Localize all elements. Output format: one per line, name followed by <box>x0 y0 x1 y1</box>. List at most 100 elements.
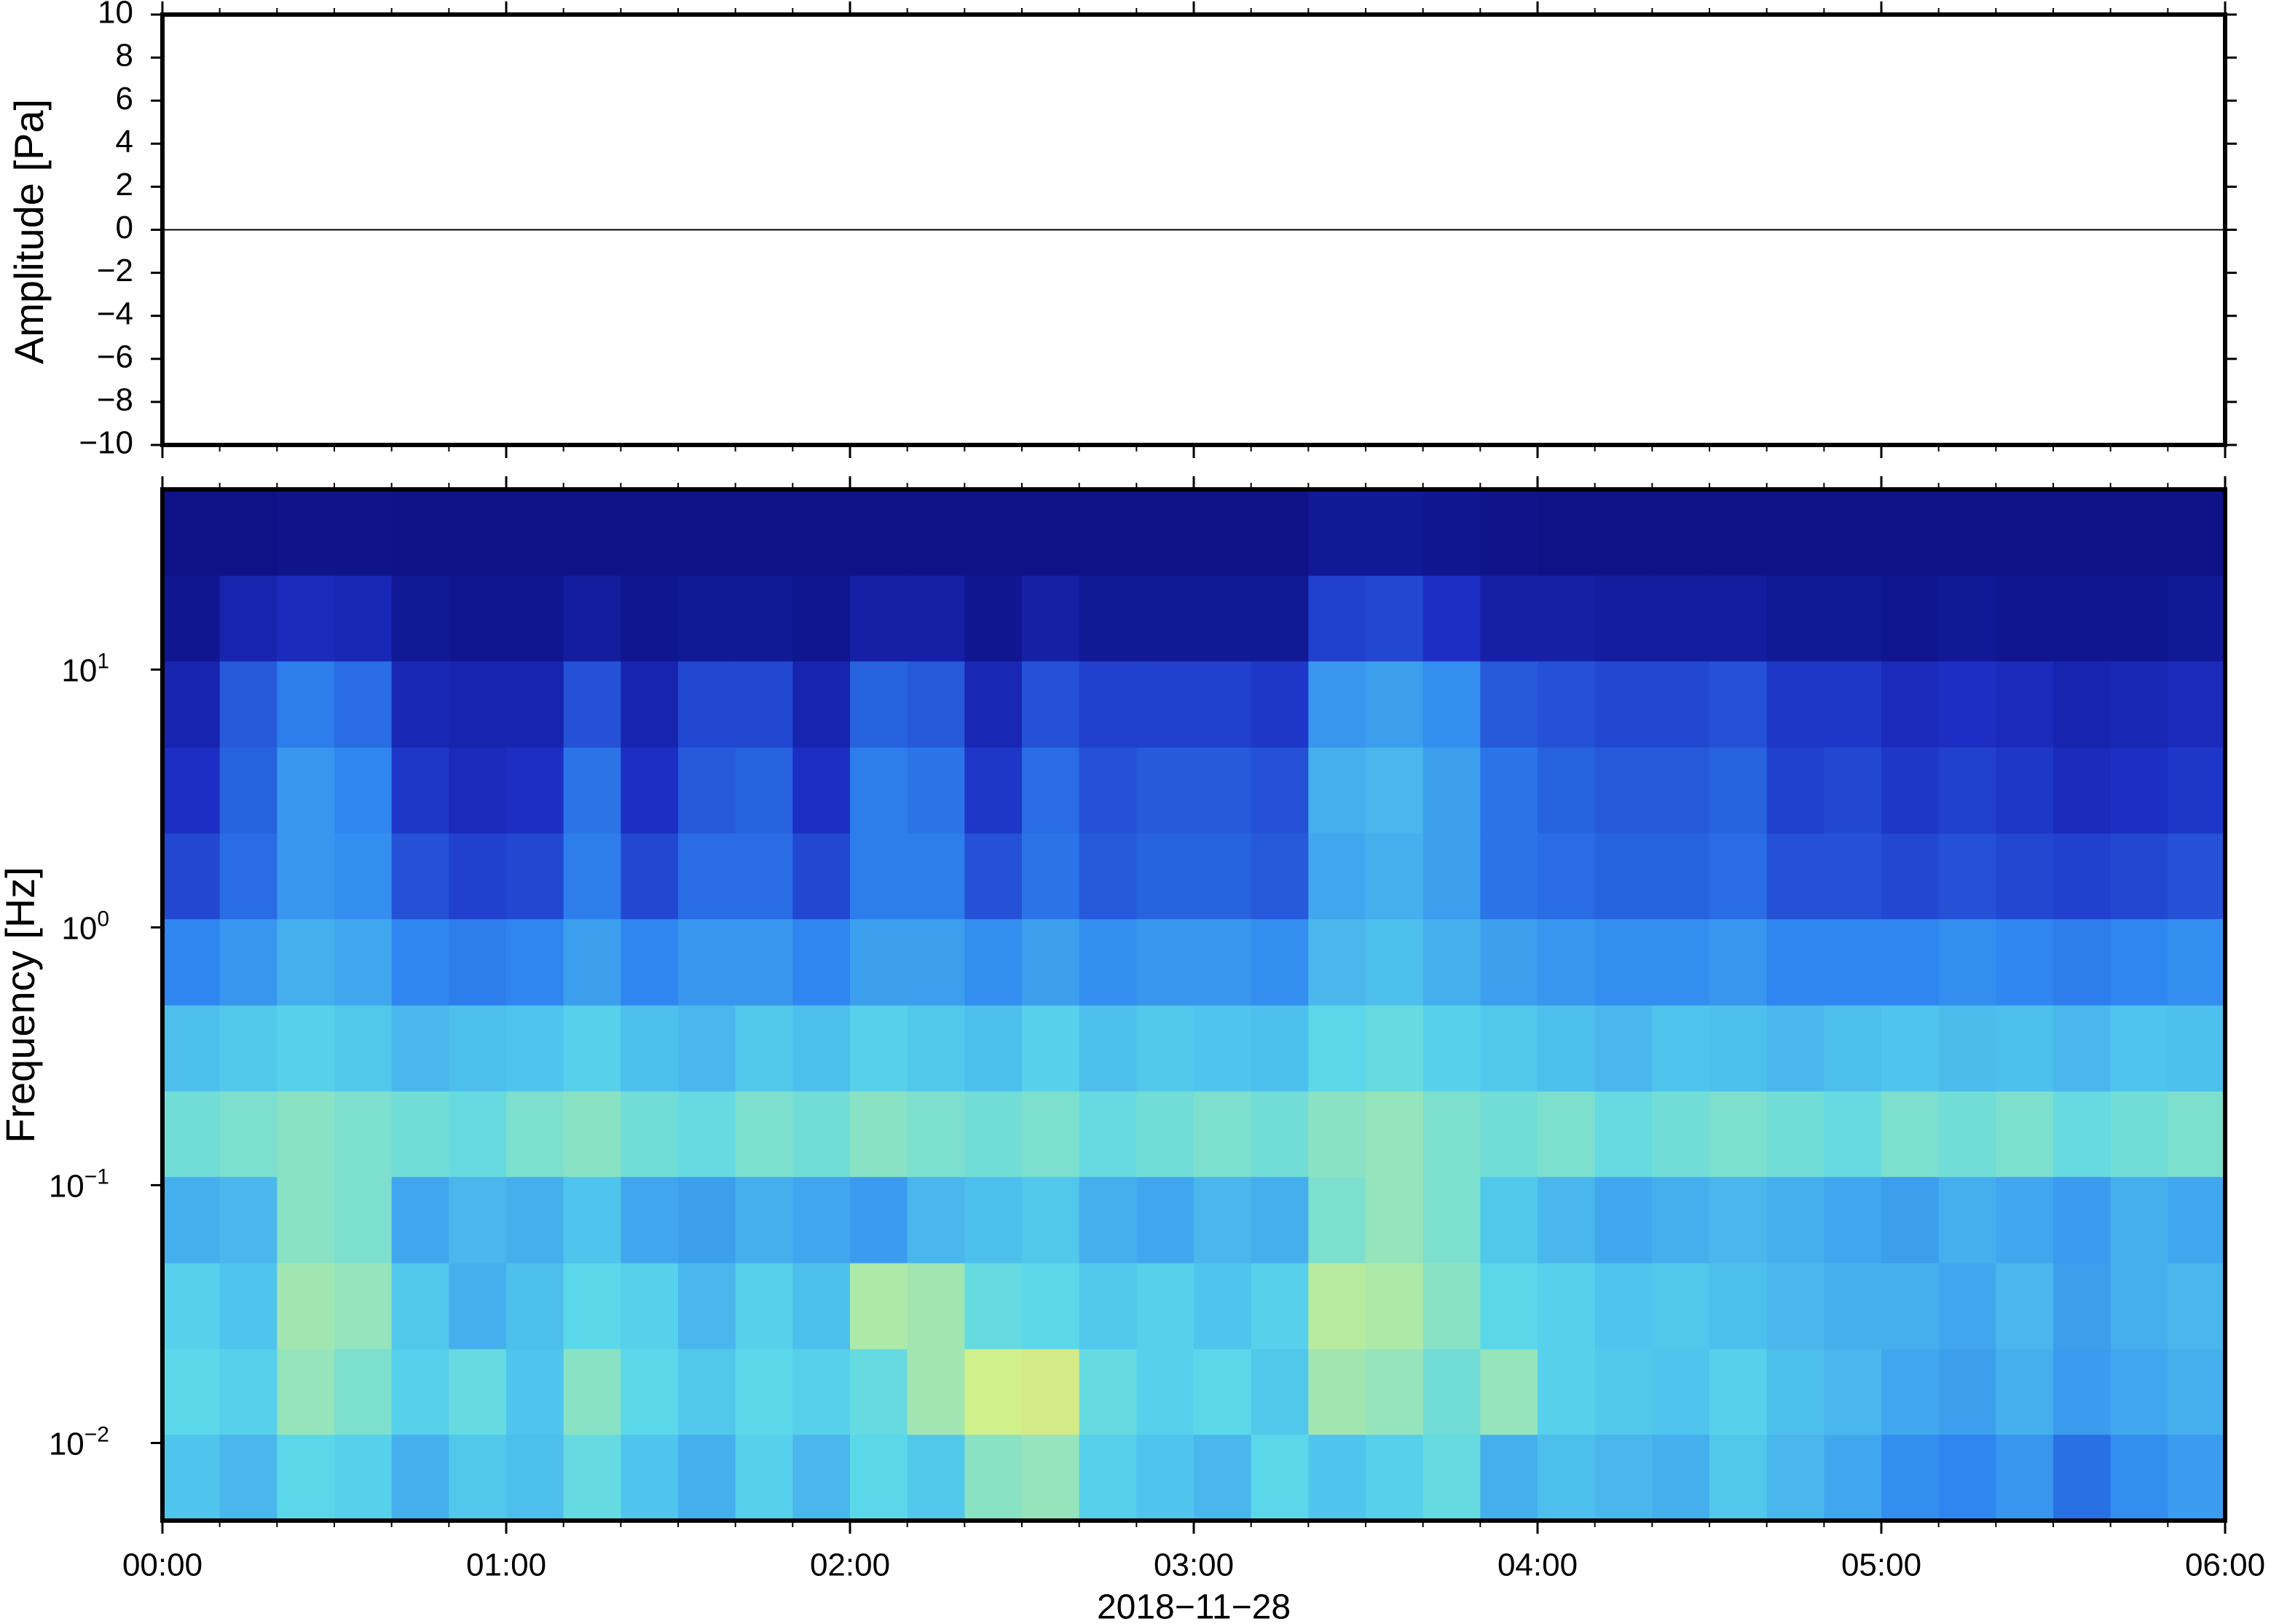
spectrogram-cell <box>1079 661 1137 748</box>
spectrogram-cell <box>1938 1176 1996 1264</box>
spectrogram-cell <box>334 747 393 834</box>
spectrogram-cell <box>1136 1091 1194 1178</box>
spectrogram-cell <box>1136 489 1194 576</box>
spectrogram-cell <box>1709 575 1768 662</box>
spectrogram-cell <box>277 489 335 576</box>
spectrogram-cell <box>1366 1434 1424 1521</box>
spectrogram-cell <box>2110 1176 2168 1264</box>
spectrogram-cell <box>1251 661 1309 748</box>
spectrogram-cell <box>1308 747 1366 834</box>
spectrogram-cell <box>219 1434 278 1521</box>
spectrogram-cell <box>964 489 1023 576</box>
spectrogram-cell <box>678 1005 736 1092</box>
spectrogram-cell <box>1022 1005 1080 1092</box>
spectrogram-cell <box>1251 1091 1309 1178</box>
spectrogram-cell <box>907 1349 965 1435</box>
spectrogram-cell <box>1079 1349 1137 1435</box>
spectrogram-cell <box>735 1176 793 1264</box>
spectrogram-cell <box>2053 1005 2111 1092</box>
spectrogram-cell <box>1881 575 1940 662</box>
spectrogram-cell <box>2168 1349 2226 1435</box>
spectrogram-cell <box>277 1263 335 1349</box>
spectrogram-cell <box>219 575 278 662</box>
spectrogram-cell <box>907 661 965 748</box>
spectrogram-cell <box>1251 489 1309 576</box>
spectrogram-cell <box>1366 1176 1424 1264</box>
y-tick-exponent: −2 <box>84 1422 109 1446</box>
spectrogram-cell <box>964 1263 1023 1349</box>
y-tick-label: −8 <box>97 382 133 418</box>
spectrogram-cell <box>1824 833 1882 920</box>
spectrogram-cell <box>2110 489 2168 576</box>
spectrogram-cell <box>1422 1091 1481 1178</box>
spectrogram-cell <box>792 661 851 748</box>
spectrogram-cell <box>1938 1434 1996 1521</box>
spectrogram-cell <box>391 661 449 748</box>
spectrogram-cell <box>162 489 221 576</box>
spectrogram-cell <box>2110 1005 2168 1092</box>
spectrogram-cell <box>1996 918 2054 1006</box>
spectrogram-cell <box>277 1349 335 1435</box>
spectrogram-cell <box>506 489 564 576</box>
spectrogram-cell <box>1136 661 1194 748</box>
spectrogram-cell <box>735 1349 793 1435</box>
spectrogram-cell <box>1538 575 1596 662</box>
spectrogram-cell <box>1136 833 1194 920</box>
spectrogram-cell <box>2053 575 2111 662</box>
spectrogram-cell <box>2168 1176 2226 1264</box>
spectrogram-cell <box>1766 489 1825 576</box>
spectrogram-cell <box>277 747 335 834</box>
spectrogram-cell <box>1652 489 1710 576</box>
spectrogram-cell <box>1652 575 1710 662</box>
spectrogram-cell <box>506 1263 564 1349</box>
spectrogram-cell <box>850 1005 908 1092</box>
spectrogram-cell <box>2168 1005 2226 1092</box>
spectrogram-cell <box>964 575 1023 662</box>
spectrogram-cell <box>563 1434 621 1521</box>
spectrogram-cell <box>1938 1349 1996 1435</box>
spectrogram-cell <box>219 1349 278 1435</box>
spectrogram-cell <box>1366 918 1424 1006</box>
spectrogram-cell <box>1480 1434 1538 1521</box>
spectrogram-cell <box>1251 833 1309 920</box>
spectrogram-cell <box>2110 918 2168 1006</box>
spectrogram-cell <box>678 747 736 834</box>
spectrogram-cell <box>1938 489 1996 576</box>
spectrogram-cell <box>1480 833 1538 920</box>
spectrogram-cell <box>1422 1434 1481 1521</box>
spectrogram-cell <box>1594 489 1653 576</box>
spectrogram-cell <box>1079 1263 1137 1349</box>
spectrogram-cell <box>1251 1349 1309 1435</box>
y-tick-label: 10−1 <box>49 1164 109 1204</box>
spectrogram-cell <box>850 1091 908 1178</box>
spectrogram-cell <box>219 1263 278 1349</box>
spectrogram-cell <box>1480 1176 1538 1264</box>
spectrogram-cell <box>1709 918 1768 1006</box>
spectrogram-cell <box>1079 1176 1137 1264</box>
spectrogram-cell <box>1594 1434 1653 1521</box>
spectrogram-cell <box>1079 833 1137 920</box>
spectrogram-cell <box>391 833 449 920</box>
spectrogram-cell <box>563 1005 621 1092</box>
spectrogram-cell <box>1938 1091 1996 1178</box>
spectrogram-cell <box>334 1005 393 1092</box>
y-tick-base: 10 <box>61 910 97 946</box>
spectrogram-cell <box>162 575 221 662</box>
spectrogram-cell <box>907 833 965 920</box>
spectrogram-cell <box>2110 833 2168 920</box>
spectrogram-cell <box>1480 1349 1538 1435</box>
spectrogram-cell <box>334 1091 393 1178</box>
spectrogram-cell <box>1709 489 1768 576</box>
spectrogram-cell <box>277 1005 335 1092</box>
spectrogram-cell <box>1652 833 1710 920</box>
spectrogram-cell <box>1308 1176 1366 1264</box>
x-axis-label: 2018−11−28 <box>1097 1588 1291 1624</box>
spectrogram-cell <box>1824 575 1882 662</box>
spectrogram-cell <box>1594 918 1653 1006</box>
spectrogram-cell <box>2168 489 2226 576</box>
spectrogram-cell <box>1136 1176 1194 1264</box>
spectrogram-cell <box>506 833 564 920</box>
spectrogram-cell <box>563 1263 621 1349</box>
spectrogram-cell <box>850 833 908 920</box>
spectrogram-cell <box>1194 918 1252 1006</box>
